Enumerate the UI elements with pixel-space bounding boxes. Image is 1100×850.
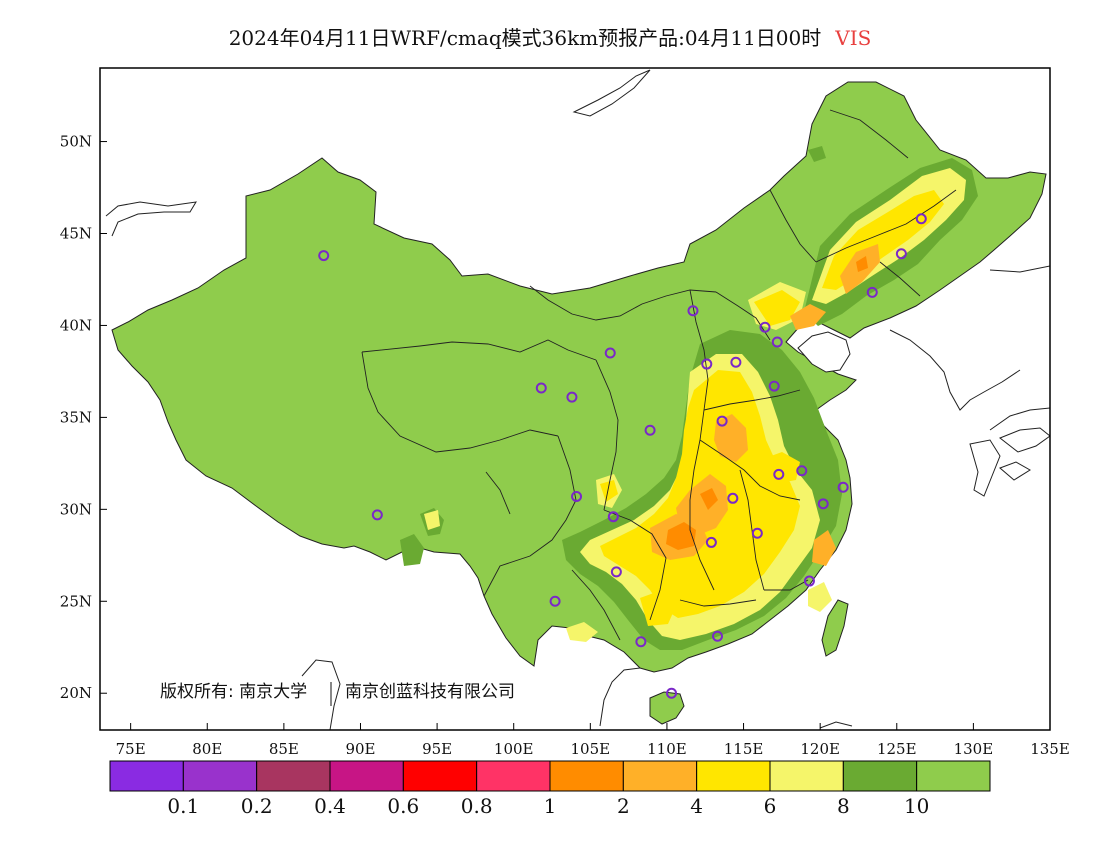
station-marker [730, 356, 742, 368]
station-marker [705, 536, 717, 548]
colorbar-swatch [402, 760, 478, 792]
station-marker [701, 358, 713, 370]
colorbar-label: 8 [837, 794, 850, 818]
station-marker [796, 465, 808, 477]
lon-tick-label: 85E [269, 740, 299, 758]
map-title: 2024年04月11日WRF/cmaq模式36km预报产品:04月11日00时 V… [0, 22, 1100, 51]
station-marker [837, 481, 849, 493]
station-marker [604, 347, 616, 359]
station-marker [727, 492, 739, 504]
colorbar-label: 0.2 [241, 794, 273, 818]
station-marker [895, 248, 907, 260]
lon-tick-label: 130E [954, 740, 994, 758]
station-marker [607, 511, 619, 523]
colorbar-label: 0.1 [167, 794, 199, 818]
station-marker [571, 490, 583, 502]
colorbar-label: 0.4 [314, 794, 346, 818]
colorbar-swatch [916, 760, 991, 792]
station-marker [817, 498, 829, 510]
colorbar-swatch [329, 760, 404, 792]
taiwan-island [821, 599, 849, 657]
colorbar-swatch [696, 760, 771, 792]
colorbar-label: 6 [764, 794, 777, 818]
lat-tick-label: 40N [60, 316, 92, 334]
colorbar: 0.1 0.2 0.4 0.6 0.8 1 2 4 6 8 10 [109, 760, 991, 818]
lon-tick-label: 75E [116, 740, 146, 758]
map-content [105, 69, 1050, 730]
station-marker [751, 527, 763, 539]
lon-tick-label: 120E [800, 740, 840, 758]
station-marker [635, 636, 647, 648]
station-marker [610, 566, 622, 578]
station-marker [771, 336, 783, 348]
lon-tick-label: 105E [571, 740, 611, 758]
lat-tick-label: 50N [60, 133, 92, 151]
province-boundaries [361, 109, 957, 641]
coastlines [105, 69, 1050, 730]
colorbar-swatch [182, 760, 258, 792]
lon-tick-label: 95E [422, 740, 452, 758]
latitude-axis: 50N 45N 40N 35N 30N 25N 20N [60, 133, 107, 702]
station-marker [371, 509, 383, 521]
map-frame [99, 67, 1051, 731]
copyright-owner: 版权所有: 南京大学 [160, 682, 307, 702]
colorbar-label: 0.8 [461, 794, 493, 818]
colorbar-swatch [622, 760, 698, 792]
colorbar-swatch [109, 760, 184, 792]
station-marker [549, 595, 561, 607]
station-marker [803, 575, 815, 587]
title-variable: VIS [835, 26, 872, 50]
copyright-company: 南京创蓝科技有限公司 [345, 682, 515, 702]
lat-tick-label: 25N [60, 592, 92, 610]
colorbar-label: 0.6 [387, 794, 419, 818]
station-marker [773, 468, 785, 480]
station-marker [716, 415, 728, 427]
lat-tick-label: 45N [60, 225, 92, 243]
colorbar-label: 1 [544, 794, 557, 818]
station-marker [866, 286, 878, 298]
station-marker [712, 630, 723, 642]
lon-tick-label: 125E [877, 740, 917, 758]
station-marker [915, 213, 927, 225]
station-marker [687, 305, 699, 317]
lon-tick-label: 100E [494, 740, 534, 758]
lon-tick-label: 110E [647, 740, 687, 758]
lat-tick-label: 35N [60, 408, 92, 426]
lon-tick-label: 115E [724, 740, 764, 758]
station-marker [535, 382, 547, 394]
colorbar-swatch [842, 760, 918, 792]
colorbar-label: 2 [617, 794, 630, 818]
colorbar-swatch [256, 760, 331, 792]
station-marker [759, 321, 771, 333]
title-main: 2024年04月11日WRF/cmaq模式36km预报产品:04月11日00时 [228, 26, 822, 50]
lon-tick-label: 90E [345, 740, 375, 758]
colorbar-swatch [476, 760, 551, 792]
station-marker [768, 380, 780, 392]
colorbar-label: 4 [690, 794, 703, 818]
bohai-sea [797, 331, 851, 373]
colorbar-swatch [769, 760, 844, 792]
longitude-axis: 75E 80E 85E 90E 95E 100E 105E 110E 115E 120E 125E 1… [116, 723, 1070, 758]
station-markers [318, 213, 927, 699]
lat-tick-label: 30N [60, 500, 92, 518]
station-marker [566, 391, 578, 403]
lat-tick-label: 20N [60, 684, 92, 702]
colorbar-swatch [549, 760, 624, 792]
visibility-1-2-region [666, 256, 868, 550]
lon-tick-label: 80E [192, 740, 222, 758]
station-marker [666, 687, 678, 699]
station-marker [318, 250, 330, 262]
colorbar-label: 10 [904, 794, 929, 818]
station-marker [644, 424, 656, 436]
lon-tick-label: 135E [1030, 740, 1070, 758]
